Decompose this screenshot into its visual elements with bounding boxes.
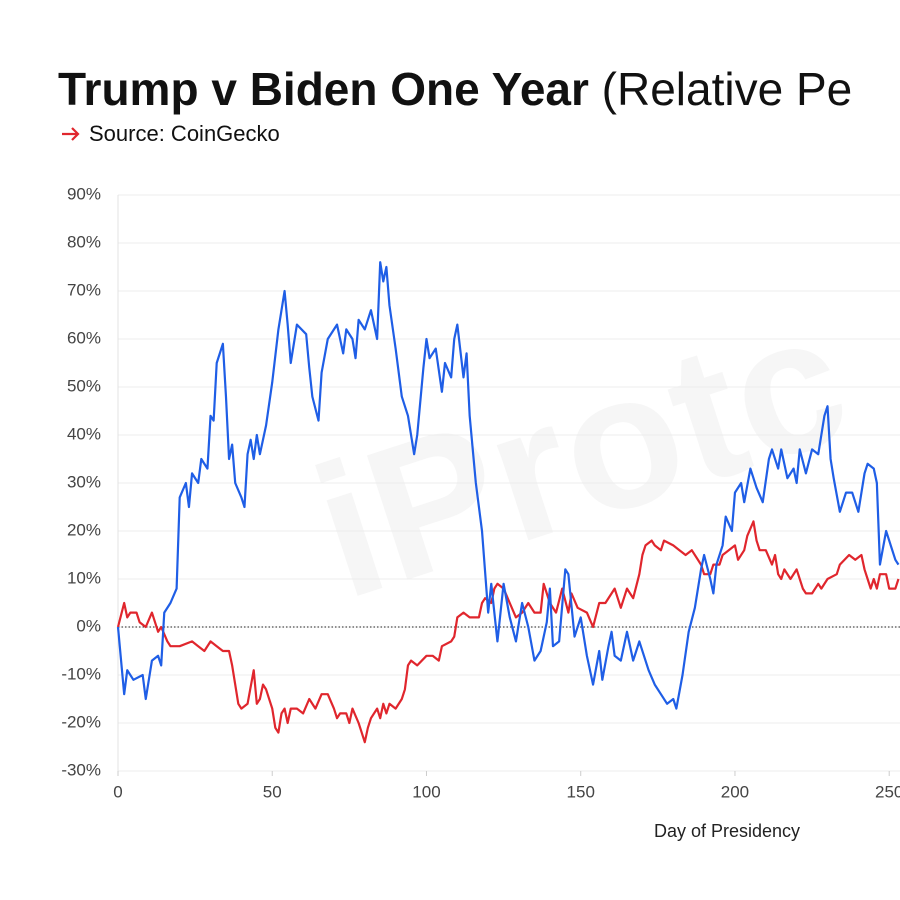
series-line (116, 261, 900, 710)
chart-title: Trump v Biden One Year (Relative Pe (58, 63, 852, 115)
y-tick-label: 80% (67, 232, 101, 251)
plot-area (116, 261, 900, 744)
x-tick-label: 200 (721, 782, 749, 801)
y-tick-label: 60% (67, 328, 101, 347)
x-tick-label: 0 (113, 782, 122, 801)
x-tick-label: 250 (875, 782, 900, 801)
y-tick-label: -20% (61, 712, 101, 731)
y-tick-label: 50% (67, 376, 101, 395)
y-tick-label: -10% (61, 664, 101, 683)
y-tick-label: 90% (67, 184, 101, 203)
x-tick-label: 150 (567, 782, 595, 801)
x-tick-label: 50 (263, 782, 282, 801)
y-tick-label: 0% (76, 616, 101, 635)
y-tick-label: -30% (61, 760, 101, 779)
title-main: Trump v Biden One Year (58, 63, 589, 115)
y-tick-label: 10% (67, 568, 101, 587)
y-tick-label: 70% (67, 280, 101, 299)
x-axis-label: Day of Presidency (654, 821, 800, 841)
source-arrow (62, 127, 80, 141)
title-note: (Relative Pe (602, 63, 853, 115)
y-tick-label: 20% (67, 520, 101, 539)
y-tick-label: 30% (67, 472, 101, 491)
source: Source: CoinGecko (89, 121, 280, 146)
x-tick-label: 100 (412, 782, 440, 801)
y-tick-label: 40% (67, 424, 101, 443)
